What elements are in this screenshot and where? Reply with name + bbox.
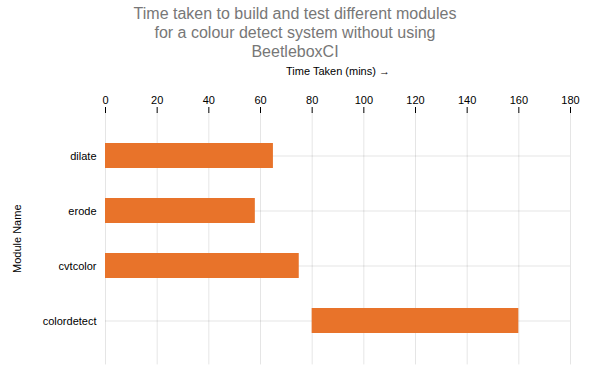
svg-text:120: 120 <box>406 93 424 105</box>
svg-text:80: 80 <box>306 93 318 105</box>
svg-text:40: 40 <box>203 93 215 105</box>
svg-text:0: 0 <box>102 93 108 105</box>
svg-text:60: 60 <box>254 93 266 105</box>
html-text:Time taken to build and test d: Time taken to build and test different m… <box>133 5 457 61</box>
svg-text:Module Name: Module Name <box>11 204 23 272</box>
svg-text:dilate: dilate <box>70 149 96 161</box>
svg-text:Time Taken (mins) →: Time Taken (mins) → <box>286 65 390 77</box>
svg-text:140: 140 <box>458 93 476 105</box>
svg-text:erode: erode <box>68 204 96 216</box>
svg-text:160: 160 <box>510 93 528 105</box>
svg-text:colordetect: colordetect <box>43 314 97 326</box>
svg-text:cvtcolor: cvtcolor <box>59 259 97 271</box>
svg-text:100: 100 <box>355 93 373 105</box>
svg-text:20: 20 <box>151 93 163 105</box>
svg-text:180: 180 <box>561 93 579 105</box>
